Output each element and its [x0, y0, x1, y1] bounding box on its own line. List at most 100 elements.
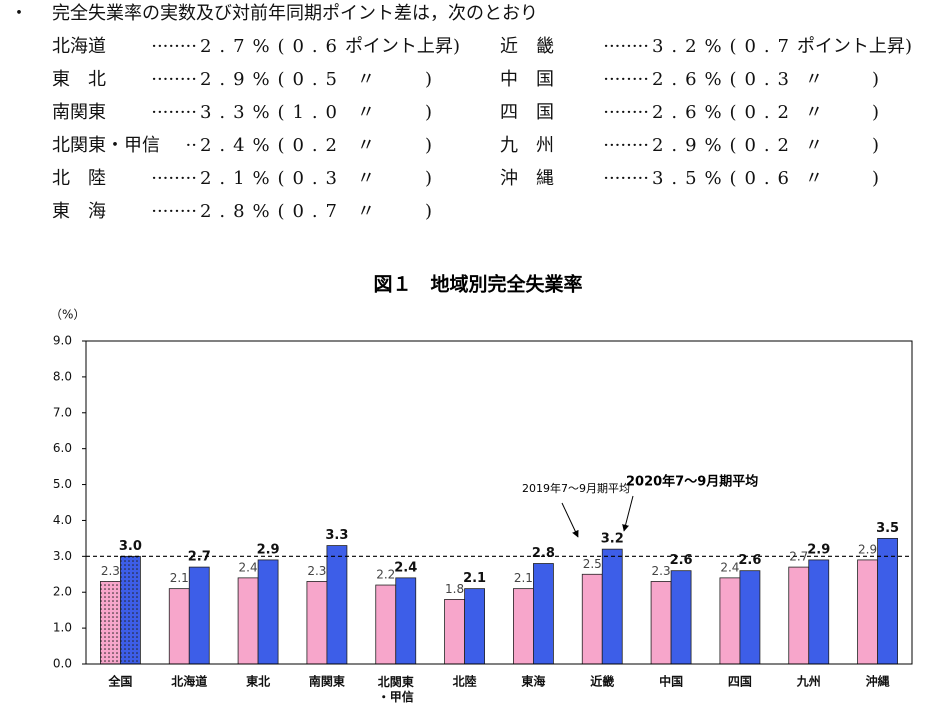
note: 〃	[805, 168, 823, 189]
note: 〃	[805, 102, 823, 123]
bar	[395, 577, 417, 665]
value-label: 2.9	[858, 542, 877, 556]
figures: 2.6%(0.3 〃)	[652, 69, 879, 90]
figures: 2.6%(0.2 〃)	[652, 102, 879, 123]
close: )	[425, 102, 432, 123]
y-tick-label: 9.0	[53, 334, 72, 348]
leader: ········	[603, 69, 649, 90]
x-tick-label: 沖縄	[866, 674, 890, 689]
figure: 2.8%(0.7	[200, 201, 337, 222]
x-tick-label: 東北	[246, 674, 270, 689]
note: ポイント上昇	[345, 36, 453, 57]
figures: 3.3%(1.0 〃)	[200, 102, 432, 123]
figure: 2.6%(0.3	[652, 69, 789, 90]
region: 東 海	[52, 201, 106, 222]
value-label: 3.5	[876, 521, 899, 536]
bar	[857, 559, 878, 665]
note: ポイント上昇	[797, 36, 905, 57]
close: )	[453, 36, 460, 57]
bar	[168, 588, 190, 665]
bar	[237, 577, 259, 665]
close: )	[425, 69, 432, 90]
value-label: 2.7	[789, 550, 808, 564]
close: )	[872, 168, 879, 189]
leader: ········	[603, 36, 649, 57]
figures: 2.4%(0.2 〃)	[200, 135, 432, 156]
note: 〃	[357, 135, 375, 156]
value-label: 2.6	[738, 553, 761, 568]
x-tick-label: 全国	[107, 674, 132, 689]
bullet: ・	[10, 3, 28, 24]
value-label: 2.3	[652, 564, 671, 578]
region: 東 北	[52, 69, 106, 90]
leader: ········	[151, 168, 197, 189]
bar	[100, 581, 121, 665]
leader: ········	[151, 69, 197, 90]
value-label: 2.4	[720, 560, 739, 574]
value-label: 2.1	[514, 571, 533, 585]
x-tick-label: 北海道	[171, 674, 207, 689]
bar	[464, 588, 485, 665]
value-label: 2.5	[583, 557, 602, 571]
figures: 2.8%(0.7 〃)	[200, 201, 432, 222]
figures: 2.1%(0.3 〃)	[200, 168, 432, 189]
bar	[650, 581, 672, 665]
annotation-2020: 2020年7～9月期平均	[626, 474, 758, 490]
bar	[670, 570, 692, 665]
close: )	[872, 69, 879, 90]
value-label: 3.2	[601, 532, 624, 547]
leader: ········	[151, 102, 197, 123]
annotation-arrow	[561, 502, 579, 538]
y-unit: （%）	[50, 308, 85, 322]
value-label: 2.2	[376, 568, 395, 582]
bar	[533, 563, 554, 665]
bar	[788, 566, 810, 665]
note: 〃	[357, 69, 375, 90]
x-tick-label: 四国	[728, 675, 752, 689]
figure: 2.9%(0.5	[200, 69, 337, 90]
close: )	[425, 168, 432, 189]
region: 四 国	[500, 102, 554, 123]
bar	[120, 555, 141, 665]
value-label: 2.3	[101, 564, 120, 578]
figure: 2.7%(0.6	[200, 36, 337, 57]
bar	[257, 559, 279, 665]
x-tick-label: 九州	[796, 674, 821, 689]
value-label: 2.4	[239, 560, 258, 574]
figures: 3.2%(0.7 ポイント上昇)	[652, 36, 912, 57]
figure: 3.5%(0.6	[652, 168, 789, 189]
x-tick-label: 北陸	[453, 674, 477, 689]
note: 〃	[805, 69, 823, 90]
region: 中 国	[500, 69, 554, 90]
figure: 2.1%(0.3	[200, 168, 337, 189]
bar	[877, 537, 898, 665]
note: 〃	[357, 102, 375, 123]
value-label: 2.3	[307, 564, 326, 578]
region: 北海道	[52, 36, 106, 57]
note: 〃	[357, 168, 375, 189]
y-tick-label: 7.0	[53, 405, 72, 419]
bar	[739, 570, 761, 665]
chart-title: 図１ 地域別完全失業率	[373, 273, 582, 296]
region: 九 州	[500, 135, 554, 156]
bar	[306, 581, 328, 665]
value-label: 2.6	[670, 553, 693, 568]
bar	[719, 577, 741, 665]
x-tick-label: 近畿	[590, 674, 614, 689]
bar	[808, 559, 830, 665]
value-label: 2.9	[807, 542, 830, 557]
leader: ········	[603, 102, 649, 123]
bar	[444, 599, 465, 665]
plot-frame	[85, 340, 913, 665]
value-label: 2.1	[170, 571, 189, 585]
close: )	[905, 36, 912, 57]
figure: 2.6%(0.2	[652, 102, 789, 123]
annotation-2019: 2019年7～9月期平均	[522, 481, 630, 495]
value-label: 2.4	[394, 560, 417, 575]
x-tick-label: 南関東	[309, 674, 345, 689]
leader: ··	[186, 135, 197, 156]
region: 近 畿	[500, 36, 554, 57]
y-tick-label: 2.0	[53, 585, 72, 599]
leader: ········	[603, 135, 649, 156]
region: 南関東	[52, 102, 106, 123]
